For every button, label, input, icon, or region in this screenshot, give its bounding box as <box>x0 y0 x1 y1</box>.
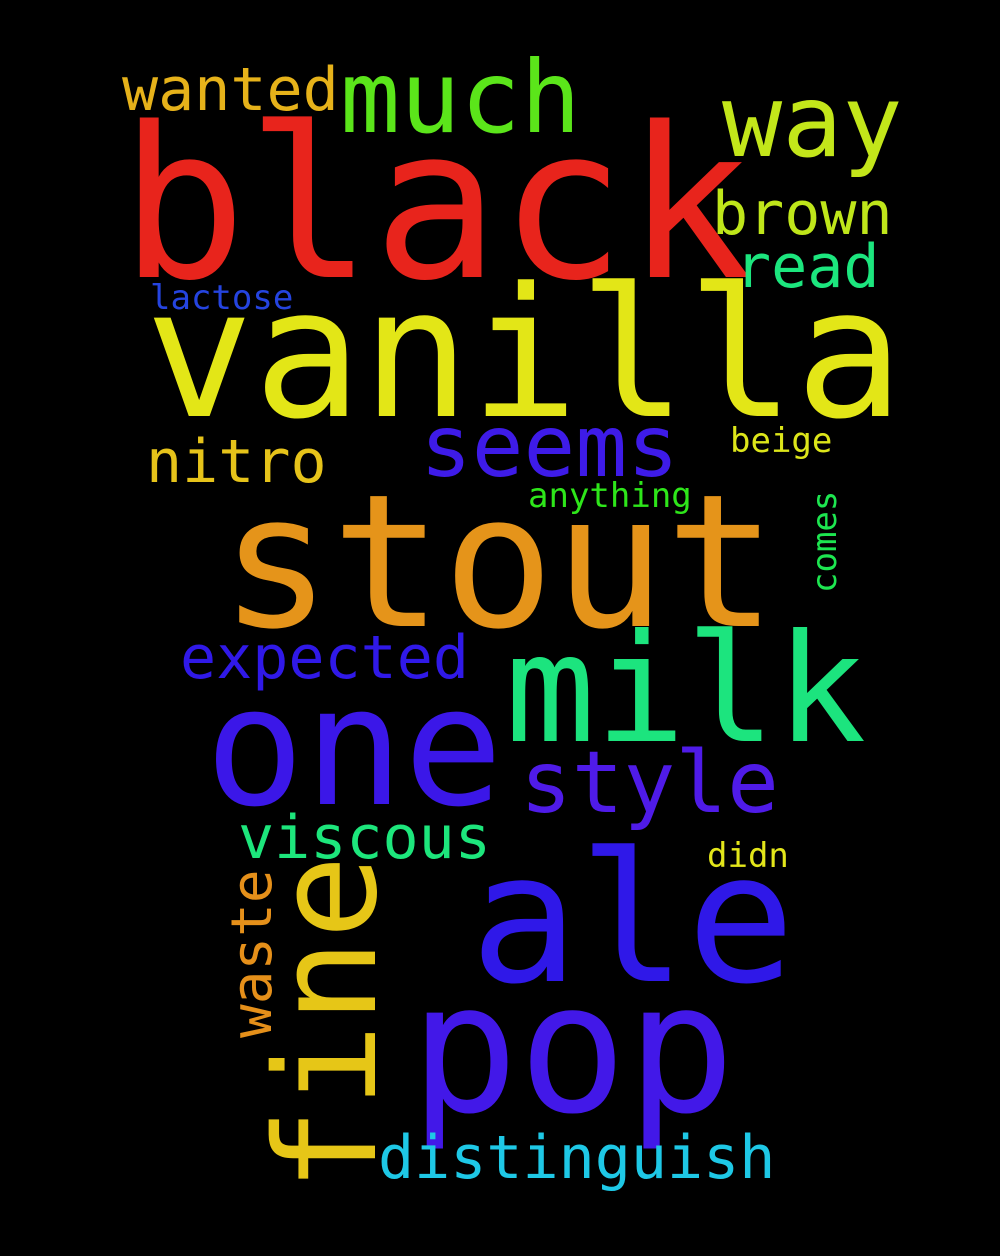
word-style: style <box>520 733 779 833</box>
word-ale: ale <box>470 815 796 1024</box>
word-wanted: wanted <box>122 55 339 125</box>
word-milk: milk <box>505 603 867 777</box>
word-expected: expected <box>180 623 469 693</box>
word-read: read <box>735 232 880 302</box>
word-brown: brown <box>712 179 893 249</box>
word-distinguish: distinguish <box>378 1123 776 1193</box>
word-way: way <box>722 63 903 180</box>
word-waste: waste <box>220 869 285 1038</box>
word-didn: didn <box>707 836 789 876</box>
word-seems: seems <box>420 397 679 497</box>
word-beige: beige <box>730 421 833 461</box>
word-stout: stout <box>220 454 777 670</box>
word-vanilla: vanilla <box>145 250 904 459</box>
word-black: black <box>120 82 753 327</box>
word-one: one <box>205 651 504 843</box>
word-viscous: viscous <box>238 803 491 873</box>
word-lactose: lactose <box>150 278 294 318</box>
word-comes: comes <box>805 490 845 593</box>
word-pop: pop <box>410 945 736 1154</box>
word-anything: anything <box>528 476 692 516</box>
word-nitro: nitro <box>146 427 327 497</box>
word-much: much <box>340 39 581 156</box>
